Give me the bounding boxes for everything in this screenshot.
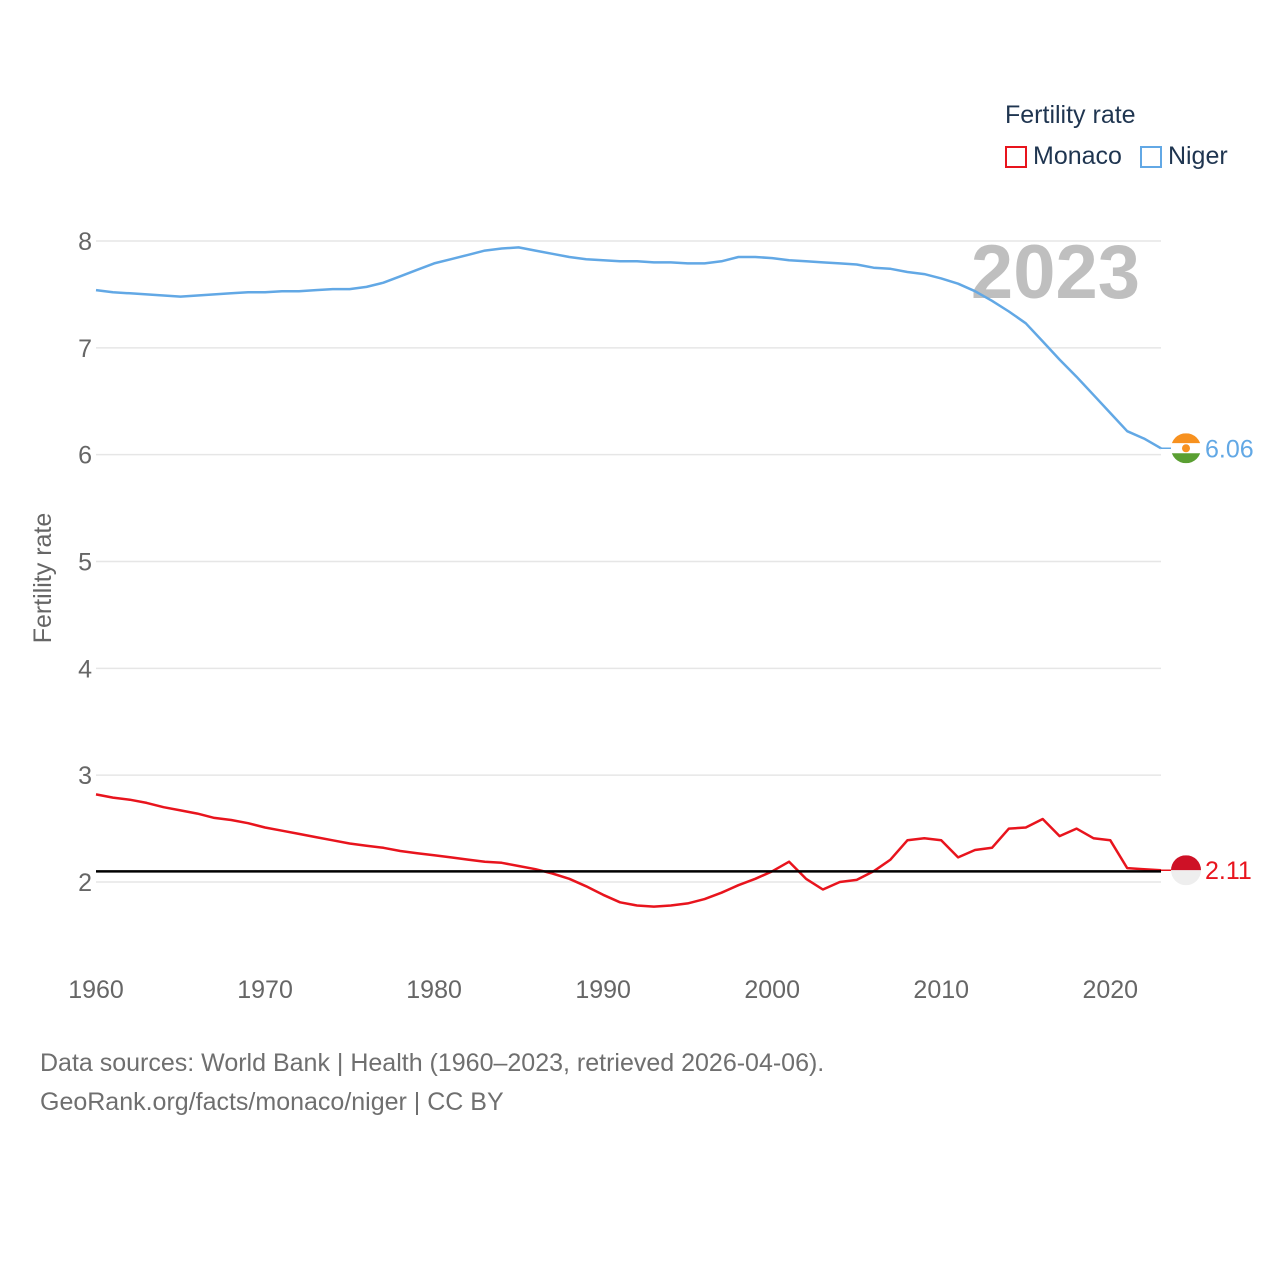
x-tick-1970: 1970 xyxy=(237,976,293,1004)
grid-lines xyxy=(96,240,1161,883)
y-tick-6: 6 xyxy=(78,442,92,470)
series-end-markers: 2.11 6.06 xyxy=(1161,433,1254,886)
legend-item-monaco[interactable]: Monaco xyxy=(1005,142,1122,171)
y-tick-labels: 2 3 4 5 6 7 8 xyxy=(78,228,92,897)
legend-item-niger[interactable]: Niger xyxy=(1139,142,1228,171)
legend-label-niger: Niger xyxy=(1167,142,1228,170)
y-tick-5: 5 xyxy=(78,549,92,577)
y-tick-7: 7 xyxy=(78,335,92,363)
y-tick-2: 2 xyxy=(78,869,92,897)
legend-swatch-monaco xyxy=(1005,145,1027,168)
legend-swatch-niger xyxy=(1139,145,1162,168)
x-tick-labels: 1960 1970 1980 1990 2000 2010 2020 xyxy=(68,976,1138,1004)
flag-monaco xyxy=(1171,855,1201,886)
data-source-note: Data sources: World Bank | Health (1960–… xyxy=(40,1049,825,1077)
attribution-link[interactable]: GeoRank.org/facts/monaco/niger | CC BY xyxy=(40,1088,504,1116)
y-tick-8: 8 xyxy=(78,228,92,256)
footer: Data sources: World Bank | Health (1960–… xyxy=(40,1044,824,1122)
x-tick-1980: 1980 xyxy=(406,976,462,1004)
y-tick-4: 4 xyxy=(78,655,92,683)
x-tick-2010: 2010 xyxy=(913,976,969,1004)
end-label-monaco: 2.11 xyxy=(1205,857,1252,885)
series-line-monaco xyxy=(95,793,1162,908)
y-tick-3: 3 xyxy=(78,762,92,790)
series-lines xyxy=(95,246,1162,908)
x-tick-1960: 1960 xyxy=(68,976,124,1004)
series-line-niger xyxy=(95,246,1162,450)
legend-label-monaco: Monaco xyxy=(1033,142,1122,170)
x-tick-1990: 1990 xyxy=(575,976,631,1004)
legend-title: Fertility rate xyxy=(1005,101,1136,129)
year-watermark: 2023 xyxy=(971,230,1140,315)
flag-niger xyxy=(1171,433,1201,464)
end-label-niger: 6.06 xyxy=(1205,435,1254,463)
x-tick-2020: 2020 xyxy=(1082,976,1138,1004)
x-tick-2000: 2000 xyxy=(744,976,800,1004)
y-axis-label: Fertility rate xyxy=(29,513,57,644)
legend: Fertility rate Monaco Niger xyxy=(1005,100,1228,171)
